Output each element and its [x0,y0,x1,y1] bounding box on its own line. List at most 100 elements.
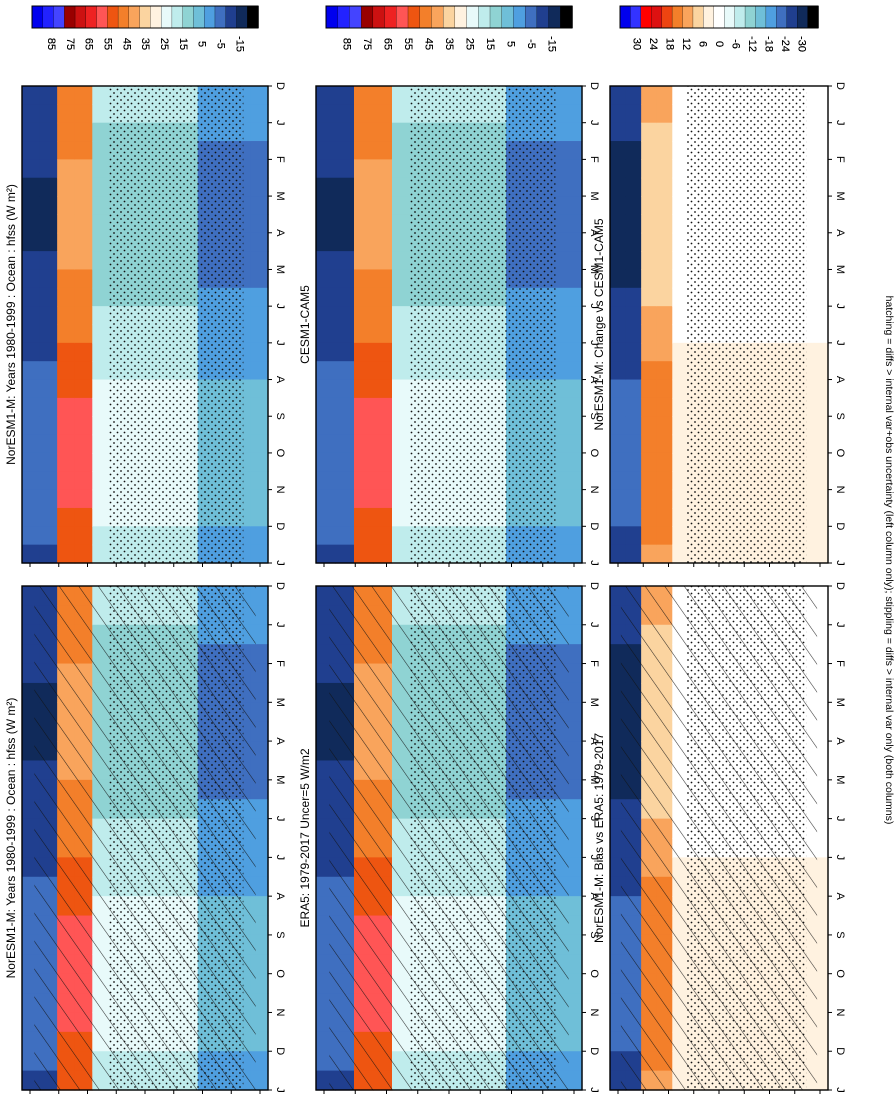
colorbar-tick-label: -12 [746,36,758,52]
colorbar-tick-label: 12 [680,38,692,50]
heatmap-cell [610,471,627,491]
heatmap-cell [250,544,269,564]
heatmap-cell [250,526,269,546]
colorbar-swatch [807,5,819,29]
heatmap-cell [22,434,41,454]
heatmap-cell [335,379,355,399]
colorbar-tick-label: 15 [177,38,189,50]
heatmap-cell [625,269,642,289]
colorbar-frame [619,5,819,29]
heatmap-cell [354,361,374,381]
colorbar-tick-label: 85 [45,38,57,50]
month-tick-label: N [834,486,846,494]
heatmap-cell [39,86,58,105]
heatmap-cell [335,526,355,546]
month-tick-label: M [834,698,846,707]
heatmap-cell [316,177,336,197]
heatmap-cell [563,544,583,564]
colorbar-swatch [786,5,798,29]
colorbar-frame [31,5,259,29]
heatmap-cell [656,324,673,344]
month-tick-label: M [588,265,600,274]
heatmap-cell [563,397,583,417]
heatmap-cell [672,416,689,436]
colorbar-swatch [776,5,788,29]
heatmap-cell [354,214,374,234]
heatmap-cell [22,287,41,307]
heatmap-cell [316,141,336,160]
colorbar-tick-label: 5 [505,41,517,47]
heatmap-cell [610,141,627,160]
colorbar-tick-label: 65 [382,38,394,50]
month-tick-label: A [274,892,286,900]
month-tick-label: J [588,340,600,346]
heatmap-cell [656,196,673,216]
heatmap-cell [563,361,583,381]
colorbar-swatch [396,5,409,29]
colorbar-tick-label: 5 [505,41,517,47]
heatmap-cell [250,196,269,216]
colorbar-swatch [107,5,119,29]
heatmap-cell [57,489,76,509]
heatmap-cell [250,397,269,417]
heatmap-cell [373,397,393,417]
colorbar-swatch [682,5,694,29]
heatmap-cell [641,177,658,197]
colorbar-tick-label: -6 [730,39,742,49]
stippling [686,86,807,563]
heatmap-cell [563,177,583,197]
colorbar-tick-label: 65 [382,38,394,50]
heatmap-cell [22,416,41,436]
heatmap-cell [672,251,689,271]
colorbar-tick-label: 12 [680,38,692,50]
colorbar-tick-label: -15 [546,36,558,52]
heatmap-cell [250,122,269,142]
heatmap-cell [57,544,76,564]
heatmap-cell [22,214,41,234]
colorbar-swatch [419,5,433,29]
heatmap-cell [316,342,336,362]
heatmap-cell [812,507,829,527]
heatmap-cell [250,251,269,271]
month-tick-label: N [588,486,600,494]
heatmap-cell [563,507,583,527]
heatmap-cell [354,342,374,362]
month-tick-label: J [834,1087,846,1093]
colorbar-swatch [96,5,108,29]
colorbar-swatch [442,5,456,29]
heatmap-cell [57,122,76,142]
heatmap-cell [610,287,627,307]
heatmap-cell [625,159,642,179]
heatmap-cell [812,361,829,381]
heatmap-cell [563,287,583,307]
colorbar-tick-label: -5 [214,39,226,49]
heatmap-cell [610,544,627,564]
heatmap-cell [354,251,374,271]
colorbar-swatch [204,5,216,29]
heatmap-cell [74,287,93,307]
panel-bottom-right: 30 24 18 12 6 0 -6 -12 -18 -24 -30 D J F M A M J J A S O N D J No… [592,5,846,567]
heatmap-cell [641,287,658,307]
heatmap-cell [250,177,269,197]
heatmap-cell [22,342,41,362]
heatmap-cell [812,141,829,160]
heatmap-cell [250,86,269,105]
heatmap-cell [250,159,269,179]
colorbar-tick-label: 55 [402,38,414,50]
heatmap-cell [92,86,111,105]
heatmap-cell [92,416,111,436]
month-tick-label: A [834,229,846,237]
heatmap-cell [92,214,111,234]
colorbar-swatch [407,5,421,29]
heatmap-cell [92,287,111,307]
colorbar-swatch [703,5,715,29]
heatmap-cell [641,544,658,564]
colorbar-swatch [236,5,248,29]
heatmap-cell [39,434,58,454]
colorbar-tick-label: -30 [796,36,808,52]
heatmap-cell [39,526,58,546]
heatmap-cell [672,507,689,527]
heatmap-cell [392,489,412,509]
month-tick-label: J [588,303,600,309]
month-tick-label: J [274,340,286,346]
